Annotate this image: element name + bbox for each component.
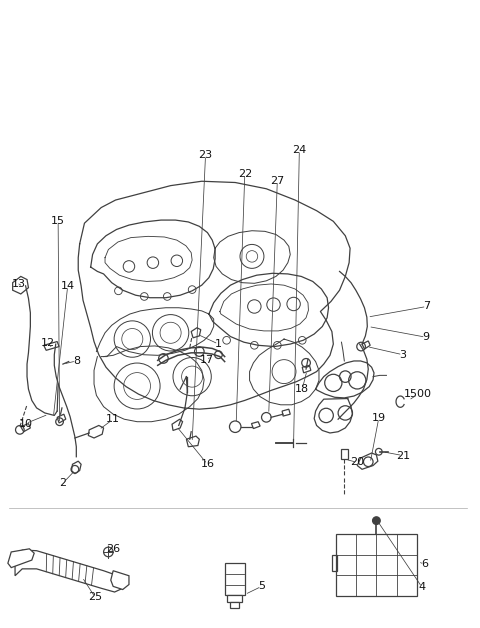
- Polygon shape: [191, 328, 201, 338]
- Text: 26: 26: [107, 544, 120, 555]
- Text: 13: 13: [12, 279, 26, 289]
- Polygon shape: [57, 414, 66, 423]
- Polygon shape: [186, 436, 199, 447]
- Polygon shape: [8, 549, 34, 568]
- Text: 9: 9: [422, 332, 429, 342]
- Polygon shape: [362, 341, 370, 349]
- Text: 21: 21: [396, 450, 410, 460]
- Text: 19: 19: [372, 413, 386, 423]
- Text: 16: 16: [201, 459, 215, 469]
- Text: 6: 6: [421, 560, 428, 570]
- Polygon shape: [44, 342, 59, 350]
- Polygon shape: [302, 365, 311, 373]
- Polygon shape: [172, 420, 182, 430]
- Polygon shape: [230, 602, 239, 609]
- Bar: [332, 555, 336, 571]
- Text: 15: 15: [51, 216, 65, 226]
- Polygon shape: [340, 449, 348, 459]
- Polygon shape: [111, 571, 129, 590]
- Text: 12: 12: [40, 338, 55, 348]
- Text: 14: 14: [60, 281, 75, 291]
- Text: 7: 7: [423, 301, 430, 311]
- Text: 25: 25: [88, 592, 102, 602]
- Polygon shape: [225, 563, 245, 595]
- Text: 18: 18: [295, 384, 309, 394]
- Text: 4: 4: [418, 582, 425, 592]
- Polygon shape: [252, 422, 260, 428]
- Text: 20: 20: [350, 457, 364, 467]
- Polygon shape: [15, 550, 124, 592]
- Polygon shape: [88, 425, 104, 438]
- Text: 22: 22: [238, 170, 252, 180]
- Polygon shape: [21, 423, 30, 431]
- Polygon shape: [282, 409, 290, 416]
- Text: 10: 10: [19, 419, 33, 428]
- Text: 1: 1: [215, 339, 222, 349]
- Text: 23: 23: [198, 150, 213, 160]
- Polygon shape: [72, 461, 81, 474]
- Text: 27: 27: [270, 176, 285, 186]
- Text: 5: 5: [258, 582, 265, 592]
- Text: 24: 24: [292, 145, 306, 155]
- Polygon shape: [227, 595, 242, 602]
- Polygon shape: [336, 534, 417, 596]
- Text: 17: 17: [199, 355, 214, 365]
- Text: 3: 3: [399, 350, 406, 360]
- Text: 11: 11: [106, 414, 120, 424]
- Circle shape: [372, 517, 380, 524]
- Polygon shape: [12, 276, 28, 294]
- Text: 1500: 1500: [404, 389, 432, 399]
- Text: 2: 2: [60, 478, 66, 488]
- Polygon shape: [357, 453, 378, 469]
- Text: 8: 8: [73, 356, 80, 366]
